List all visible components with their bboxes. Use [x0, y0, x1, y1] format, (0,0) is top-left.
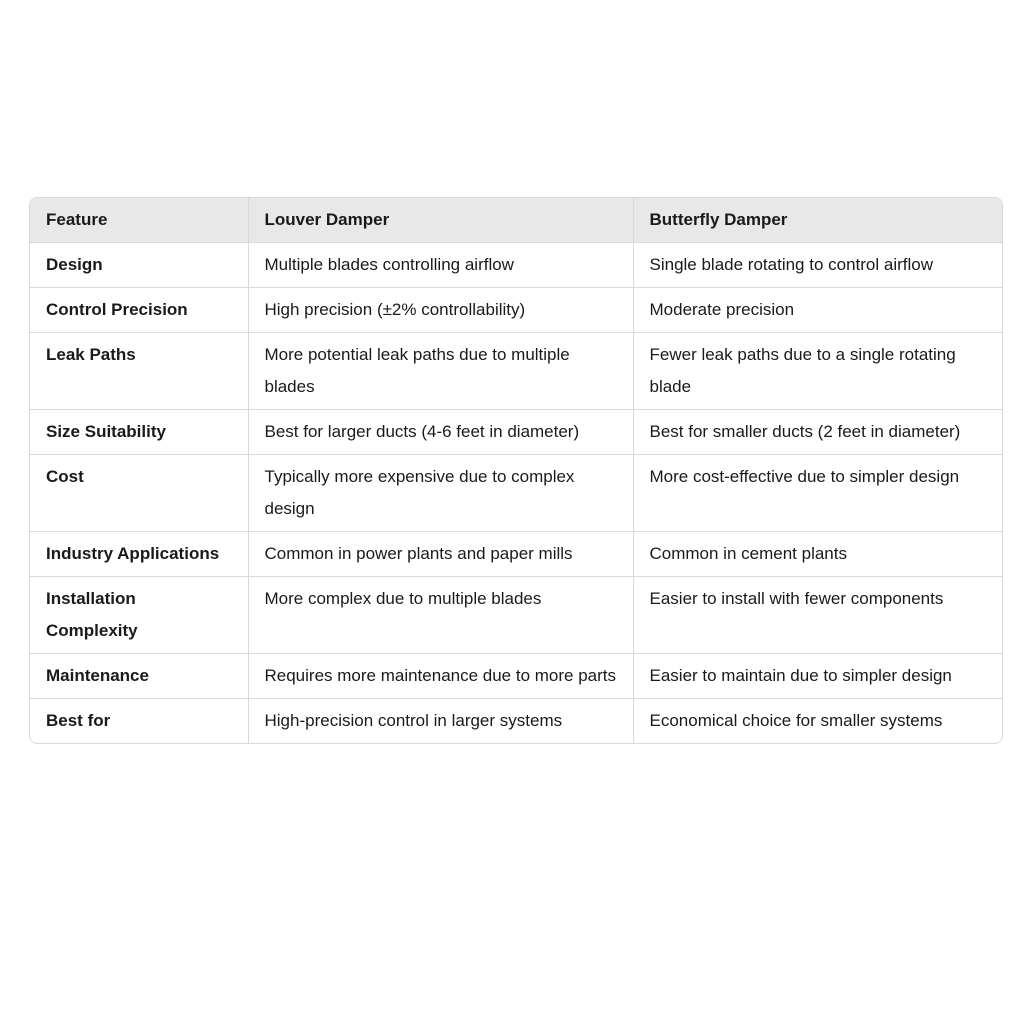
louver-cell: Requires more maintenance due to more pa… — [248, 653, 634, 699]
butterfly-cell: Common in cement plants — [633, 531, 1002, 577]
butterfly-cell: Easier to install with fewer components — [633, 576, 1002, 654]
table-row: Maintenance Requires more maintenance due… — [30, 653, 1002, 699]
louver-cell: Common in power plants and paper mills — [248, 531, 634, 577]
header-louver-damper: Louver Damper — [248, 198, 634, 243]
feature-cell: Design — [30, 242, 249, 288]
louver-cell: High precision (±2% controllability) — [248, 287, 634, 333]
comparison-table: Feature Louver Damper Butterfly Damper D… — [30, 198, 1002, 743]
table-row: Cost Typically more expensive due to comp… — [30, 454, 1002, 532]
louver-cell: Best for larger ducts (4-6 feet in diame… — [248, 409, 634, 455]
feature-cell: Size Suitability — [30, 409, 249, 455]
butterfly-cell: Economical choice for smaller systems — [649, 711, 943, 730]
louver-cell: Typically more expensive due to complex … — [248, 454, 634, 532]
louver-cell: High-precision control in larger systems — [248, 698, 634, 743]
table-row: Leak Paths More potential leak paths due … — [30, 332, 1002, 410]
butterfly-cell: Fewer leak paths due to a single rotatin… — [633, 332, 1002, 410]
table-row: Control Precision High precision (±2% con… — [30, 287, 1002, 333]
table-row: Size Suitability Best for larger ducts (4… — [30, 409, 1002, 455]
header-row: Feature Louver Damper Butterfly Damper — [30, 198, 1002, 243]
butterfly-cell: Best for smaller ducts (2 feet in diamet… — [633, 409, 1002, 455]
table-row: Best for High-precision control in larger… — [30, 698, 1002, 743]
butterfly-cell: Moderate precision — [633, 287, 1002, 333]
comparison-table-container: Feature Louver Damper Butterfly Damper D… — [29, 197, 1003, 744]
butterfly-cell: More cost-effective due to simpler desig… — [633, 454, 1002, 532]
feature-cell: Maintenance — [30, 653, 249, 699]
butterfly-cell: Easier to maintain due to simpler design — [633, 653, 1002, 699]
louver-cell: More potential leak paths due to multipl… — [248, 332, 634, 410]
feature-cell: Installation Complexity — [30, 576, 249, 654]
louver-cell: Multiple blades controlling airflow — [248, 242, 634, 288]
butterfly-cell: Single blade rotating to control airflow — [633, 242, 1002, 288]
header-feature: Feature — [30, 198, 249, 243]
feature-cell: Cost — [30, 454, 249, 532]
header-butterfly-damper: Butterfly Damper — [633, 198, 1002, 243]
table-row: Industry Applications Common in power pla… — [30, 531, 1002, 577]
feature-cell: Control Precision — [30, 287, 249, 333]
feature-cell: Leak Paths — [30, 332, 249, 410]
feature-cell: Best for — [30, 698, 249, 743]
feature-cell: Industry Applications — [30, 531, 249, 577]
louver-cell: More complex due to multiple blades — [248, 576, 634, 654]
table-row: Design Multiple blades controlling airflo… — [30, 242, 1002, 288]
table-row: Installation Complexity More complex due … — [30, 576, 1002, 654]
